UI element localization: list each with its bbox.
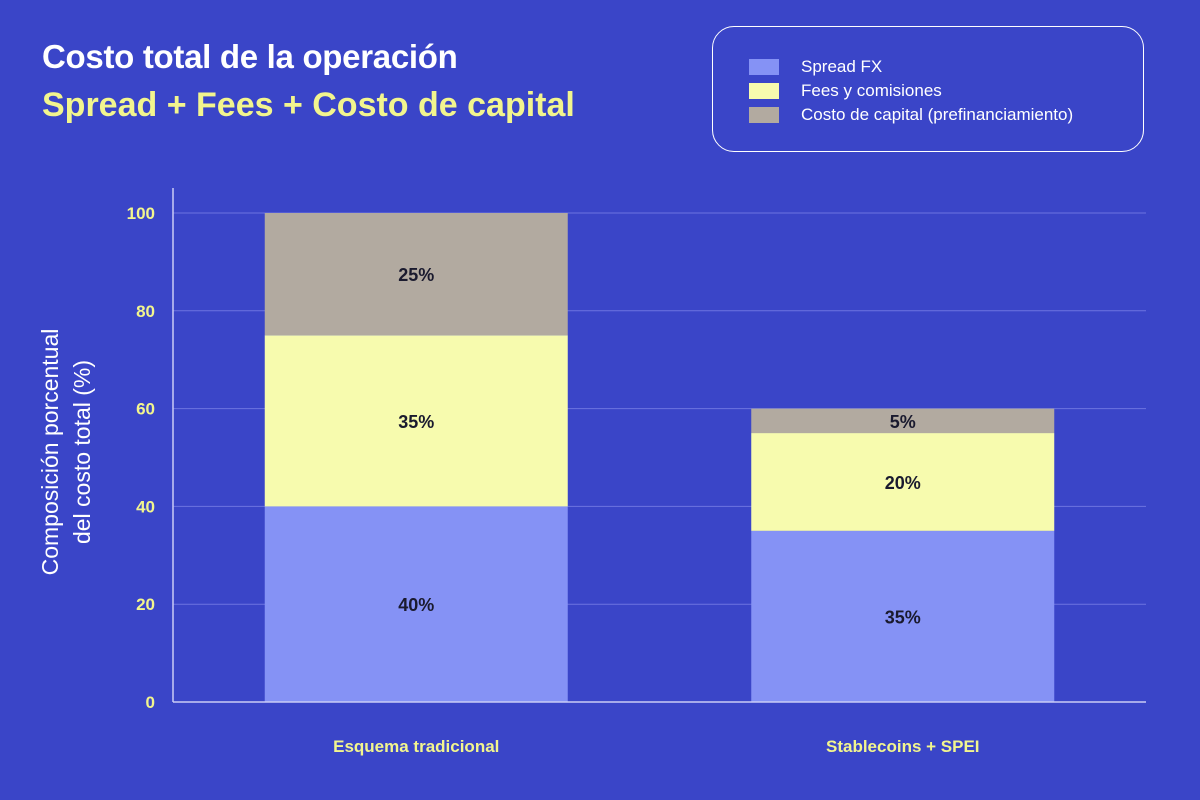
bar-segment	[751, 408, 1055, 434]
legend-label: Costo de capital (prefinanciamiento)	[801, 105, 1074, 124]
legend-item-costo-capital: Costo de capital (prefinanciamiento)	[749, 103, 1143, 127]
y-tick-label: 0	[146, 693, 155, 712]
y-tick-label: 60	[136, 400, 155, 419]
bar-segment	[264, 335, 568, 507]
y-tick-label: 20	[136, 595, 155, 614]
legend: Spread FX Fees y comisiones Costo de cap…	[712, 26, 1144, 152]
y-tick-label: 100	[127, 204, 155, 223]
bar-segment	[264, 213, 568, 336]
bar-segment	[264, 506, 568, 702]
bar-segment	[751, 433, 1055, 531]
legend-label: Spread FX	[801, 57, 883, 76]
x-tick-label: Esquema tradicional	[333, 737, 499, 756]
data-label: 40%	[398, 595, 434, 615]
data-label: 35%	[885, 607, 921, 627]
y-tick-label: 80	[136, 302, 155, 321]
bar-segment	[751, 530, 1055, 702]
data-label: 20%	[885, 473, 921, 493]
legend-swatch-fees	[749, 83, 779, 99]
legend-item-spread-fx: Spread FX	[749, 55, 1143, 79]
chart-subtitle: Spread + Fees + Costo de capital	[42, 86, 575, 124]
data-label: 35%	[398, 412, 434, 432]
data-label: 25%	[398, 265, 434, 285]
legend-swatch-spread-fx	[749, 59, 779, 75]
legend-swatch-costo-capital	[749, 107, 779, 123]
legend-label: Fees y comisiones	[801, 81, 942, 100]
data-label: 5%	[890, 412, 916, 432]
chart-title: Costo total de la operación	[42, 38, 458, 75]
legend-item-fees: Fees y comisiones	[749, 79, 1143, 103]
y-tick-label: 40	[136, 497, 155, 516]
x-tick-label: Stablecoins + SPEI	[826, 737, 980, 756]
